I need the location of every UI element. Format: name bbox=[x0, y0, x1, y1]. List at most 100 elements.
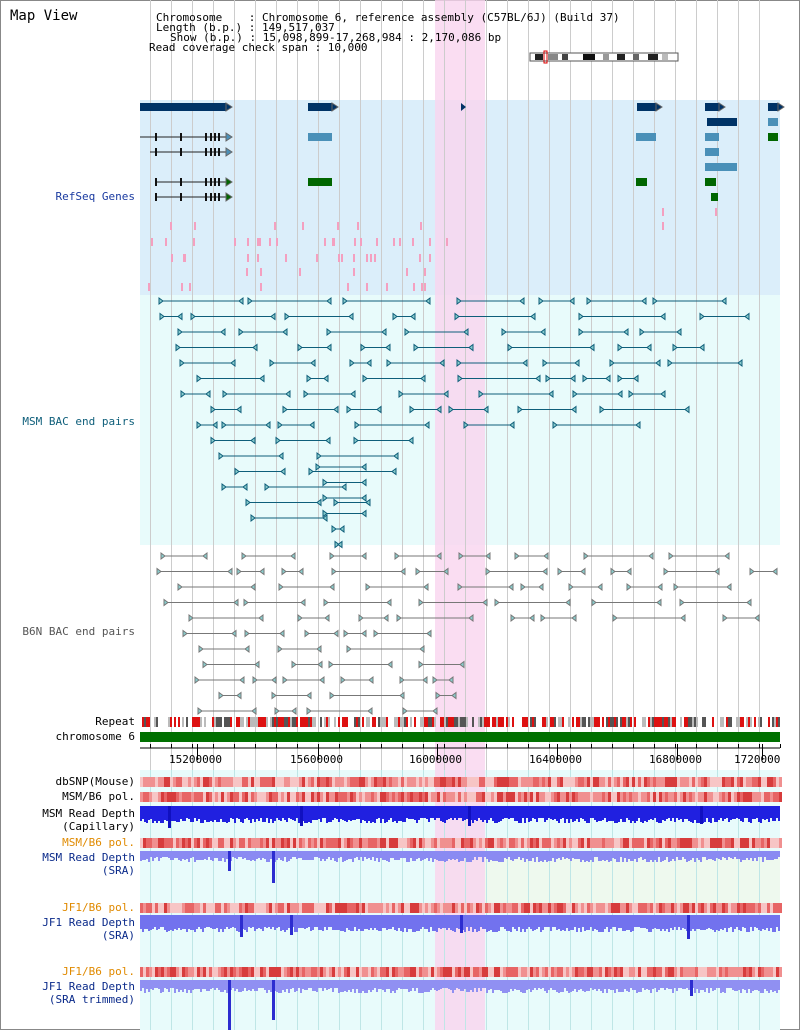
track-label-msm-bac[interactable]: MSM BAC end pairs bbox=[22, 415, 135, 428]
track-label-refseq[interactable]: RefSeq Genes bbox=[55, 190, 135, 203]
msm-capillary-depth-bar bbox=[620, 806, 622, 819]
jf1-trim-depth-bar bbox=[556, 980, 558, 992]
track-label-repeat[interactable]: Repeat bbox=[95, 715, 135, 728]
track-label-dbsnp[interactable]: dbSNP(Mouse) bbox=[55, 775, 135, 788]
jf1-sra-depth-bar bbox=[384, 915, 386, 928]
msm-b6-pol-2-heat-cell bbox=[362, 838, 365, 848]
jf1-b6-pol-heat-cell bbox=[206, 903, 209, 913]
jf1-b6-pol-heat-cell bbox=[236, 903, 239, 913]
msm-sra-depth-bar bbox=[168, 851, 170, 858]
jf1-b6-pol-2-heat-cell bbox=[152, 967, 155, 977]
msm-capillary-depth-bar bbox=[232, 806, 234, 819]
msm-sra-depth-bar bbox=[376, 851, 378, 858]
jf1-sra-depth-bar bbox=[692, 915, 694, 929]
refseq-marker bbox=[247, 238, 249, 246]
jf1-sra-depth-bar bbox=[472, 915, 474, 932]
jf1-b6-pol-2-heat-cell bbox=[521, 967, 524, 977]
dbsnp-heat-cell bbox=[425, 777, 428, 787]
repeat-element bbox=[760, 717, 762, 727]
msm-sra-depth-bar bbox=[664, 851, 666, 860]
jf1-sra-depth-bar bbox=[250, 915, 252, 928]
jf1-sra-depth-bar bbox=[330, 915, 332, 927]
msm-b6-pol-2-heat-cell bbox=[281, 838, 284, 848]
jf1-sra-depth-bar bbox=[198, 915, 200, 927]
track-label-jf1-depth-trim[interactable]: JF1 Read Depth bbox=[42, 980, 135, 993]
msm-sra-depth-bar bbox=[352, 851, 354, 862]
repeat-element bbox=[508, 717, 510, 727]
dbsnp-heat-cell bbox=[539, 777, 542, 787]
repeat-element bbox=[758, 717, 760, 727]
repeat-element bbox=[226, 717, 228, 727]
msm-sra-depth-bar bbox=[222, 851, 224, 858]
msm-capillary-depth-bar bbox=[190, 806, 192, 822]
repeat-element bbox=[452, 717, 454, 727]
track-label-msm-depth-cap[interactable]: MSM Read Depth bbox=[42, 807, 135, 820]
msm-b6-pol-2-heat-cell bbox=[254, 838, 257, 848]
msm-bac-end bbox=[424, 421, 430, 429]
msm-bac-end bbox=[284, 312, 290, 321]
jf1-trim-depth-bar bbox=[360, 980, 362, 993]
jf1-b6-pol-heat-cell bbox=[614, 903, 617, 913]
jf1-b6-pol-heat-cell bbox=[434, 903, 437, 913]
track-label-msm-depth-sra[interactable]: MSM Read Depth bbox=[42, 851, 135, 864]
track-label-msm-b6-pol[interactable]: MSM/B6 pol. bbox=[62, 790, 135, 803]
jf1-b6-pol-heat-cell bbox=[662, 903, 665, 913]
msm-capillary-depth-bar bbox=[258, 806, 260, 821]
msm-bac-end bbox=[530, 312, 536, 321]
msm-b6-pol-heat-cell bbox=[209, 792, 212, 802]
refseq-marker bbox=[715, 208, 717, 216]
repeat-element bbox=[624, 717, 626, 727]
msm-sra-depth-bar bbox=[764, 851, 766, 857]
jf1-b6-pol-heat-cell bbox=[470, 903, 473, 913]
msm-capillary-depth-bar bbox=[584, 806, 586, 821]
msm-bac-end bbox=[572, 390, 578, 398]
ideogram-band bbox=[603, 54, 609, 60]
refseq-marker bbox=[183, 254, 185, 262]
msm-capillary-depth-bar bbox=[334, 806, 336, 818]
dbsnp-heat-cell bbox=[575, 777, 578, 787]
jf1-b6-pol-2-heat-cell bbox=[188, 967, 191, 977]
jf1-sra-depth-bar bbox=[346, 915, 348, 928]
msm-b6-pol-2-heat-cell bbox=[431, 838, 434, 848]
msm-capillary-depth-bar bbox=[428, 806, 430, 822]
msm-capillary-depth-bar bbox=[188, 806, 190, 819]
msm-sra-depth-bar bbox=[268, 851, 270, 862]
msm-bac-end bbox=[250, 436, 256, 445]
track-label-jf1-b6-pol-2[interactable]: JF1/B6 pol. bbox=[62, 965, 135, 978]
jf1-trim-depth-bar bbox=[634, 980, 636, 990]
jf1-sra-depth-bar bbox=[436, 915, 438, 932]
msm-capillary-depth-bar bbox=[508, 806, 510, 819]
jf1-trim-depth-bar bbox=[318, 980, 320, 988]
gene-exon bbox=[218, 193, 220, 201]
repeat-element bbox=[462, 717, 464, 727]
b6n-bac-end bbox=[365, 583, 371, 591]
track-label-b6n-bac[interactable]: B6N BAC end pairs bbox=[22, 625, 135, 638]
jf1-b6-pol-heat-cell bbox=[632, 903, 635, 913]
repeat-element bbox=[428, 717, 430, 727]
jf1-b6-pol-2-heat-cell bbox=[308, 967, 311, 977]
msm-bac-end bbox=[234, 467, 240, 476]
jf1-b6-pol-heat-cell bbox=[683, 903, 686, 913]
jf1-trim-depth-bar bbox=[420, 980, 422, 993]
msm-capillary-depth-bar bbox=[292, 806, 294, 820]
msm-b6-pol-heat-cell bbox=[155, 792, 158, 802]
dbsnp-heat-cell bbox=[275, 777, 278, 787]
jf1-sra-depth-bar bbox=[206, 915, 208, 927]
jf1-trim-depth-bar bbox=[200, 980, 202, 992]
track-label-jf1-depth-sra[interactable]: JF1 Read Depth bbox=[42, 916, 135, 929]
dbsnp-heat-cell bbox=[647, 777, 650, 787]
jf1-trim-depth-bar bbox=[458, 980, 460, 989]
msm-b6-pol-2-heat-cell bbox=[356, 838, 359, 848]
track-label-jf1-b6-pol[interactable]: JF1/B6 pol. bbox=[62, 901, 135, 914]
jf1-trim-depth-bar bbox=[202, 980, 204, 989]
jf1-b6-pol-heat-cell bbox=[458, 903, 461, 913]
msm-bac-end bbox=[270, 312, 276, 321]
msm-b6-pol-heat-cell bbox=[722, 792, 725, 802]
msm-b6-pol-2-heat-cell bbox=[311, 838, 314, 848]
dbsnp-heat-cell bbox=[554, 777, 557, 787]
msm-sra-depth-bar bbox=[264, 851, 266, 859]
track-label-msm-b6-pol-2[interactable]: MSM/B6 pol. bbox=[62, 836, 135, 849]
msm-b6-pol-heat-cell bbox=[299, 792, 302, 802]
jf1-b6-pol-heat-cell bbox=[587, 903, 590, 913]
msm-bac-end bbox=[617, 343, 623, 352]
